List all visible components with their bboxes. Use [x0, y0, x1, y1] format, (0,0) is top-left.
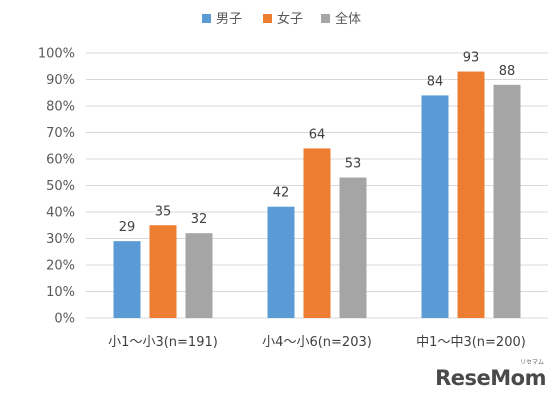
- bars: [113, 71, 521, 319]
- data-label: 29: [119, 220, 136, 235]
- y-tick-label: 90%: [46, 73, 75, 88]
- y-tick-label: 100%: [38, 47, 75, 62]
- legend-swatch: [202, 14, 211, 23]
- y-tick-label: 20%: [46, 259, 75, 274]
- legend-label: 全体: [335, 11, 361, 27]
- legend-label: 女子: [277, 11, 303, 27]
- bar: [149, 225, 177, 318]
- category-label: 中1～中3(n=200): [416, 335, 526, 350]
- data-label: 32: [191, 212, 208, 227]
- bar: [185, 233, 213, 318]
- bar: [493, 84, 521, 318]
- data-labels: 29 35 32 42 64 53 84 93 88: [119, 51, 516, 236]
- logo-text: ReseMom: [435, 366, 546, 390]
- bar: [267, 206, 295, 318]
- bar: [113, 241, 141, 318]
- y-tick-label: 60%: [46, 153, 75, 168]
- data-label: 93: [463, 51, 480, 66]
- category-label: 小1～小3(n=191): [108, 335, 218, 350]
- logo-subtext: リセマム: [519, 359, 544, 366]
- y-tick-label: 0%: [54, 312, 75, 327]
- bar: [457, 71, 485, 318]
- bar: [339, 177, 367, 318]
- resemom-logo: ReseMom リセマム: [435, 359, 546, 390]
- data-label: 84: [427, 74, 444, 89]
- y-axis-ticks: 0% 10% 20% 30% 40% 50% 60% 70% 80% 90% 100%: [38, 47, 75, 327]
- data-label: 42: [273, 186, 290, 201]
- y-tick-label: 50%: [46, 179, 75, 194]
- y-tick-label: 30%: [46, 232, 75, 247]
- y-tick-label: 10%: [46, 285, 75, 300]
- bar: [303, 148, 331, 318]
- legend-swatch: [321, 14, 330, 23]
- legend: 男子 女子 全体: [202, 11, 361, 27]
- data-label: 88: [499, 64, 516, 79]
- x-axis-categories: 小1～小3(n=191) 小4～小6(n=203) 中1～中3(n=200): [108, 335, 526, 350]
- data-label: 53: [345, 157, 362, 172]
- legend-label: 男子: [216, 12, 242, 27]
- y-tick-label: 80%: [46, 100, 75, 115]
- bar: [421, 95, 449, 319]
- data-label: 64: [309, 127, 326, 142]
- category-label: 小4～小6(n=203): [262, 335, 372, 350]
- data-label: 35: [155, 204, 172, 219]
- y-tick-label: 70%: [46, 126, 75, 141]
- legend-swatch: [263, 14, 272, 23]
- y-tick-label: 40%: [46, 206, 75, 221]
